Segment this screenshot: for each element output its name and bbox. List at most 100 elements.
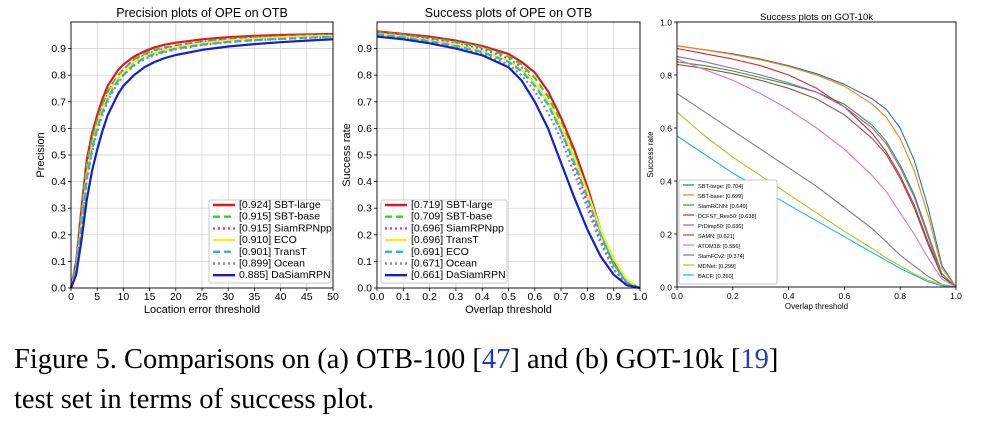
- y-tick-label: 0.6: [51, 123, 66, 135]
- legend-label-6: ATOM18: [0.556]: [698, 244, 741, 250]
- x-tick-label: 50: [327, 291, 339, 303]
- x-axis-label: Overlap threshold: [785, 302, 848, 311]
- y-tick-label: 0.8: [357, 70, 372, 82]
- y-tick-label: 0.5: [51, 150, 66, 162]
- y-tick-label: 0.1: [357, 256, 372, 268]
- caption-text-c: ]: [768, 344, 779, 375]
- x-tick-label: 20: [170, 291, 182, 303]
- y-tick-label: 0.4: [660, 177, 672, 187]
- legend-label-3: DCFST_Res50: [0.638]: [698, 214, 757, 220]
- legend-label-0: [0.719] SBT-large: [411, 199, 493, 211]
- legend-box: [380, 199, 508, 284]
- legend-label-0: [0.924] SBT-large: [239, 199, 321, 211]
- got10k-success-chart: 0.0 0.2 0.4 0.6 0.8 1.0 0.0 0.2 0.4 0.6 0.8 1.0 Succ…: [646, 12, 962, 311]
- legend-label-2: [0.696] SiamRPNpp: [411, 222, 504, 234]
- legend-label-0: SBT-large: [0.704]: [698, 184, 744, 190]
- chart-title: Precision plots of OPE on OTB: [116, 6, 288, 20]
- x-tick-label: 0.6: [527, 291, 542, 303]
- series-line-3: [676, 47, 957, 288]
- y-tick-label: 0.0: [51, 283, 66, 295]
- y-tick-label: 0.0: [357, 283, 372, 295]
- legend-label-8: MDNet: [0.299]: [698, 264, 736, 270]
- caption-text-b: ] and (b) GOT-10k [: [510, 344, 741, 375]
- x-axis-label: Location error threshold: [144, 304, 260, 316]
- legend-label-5: [0.671] Ocean: [411, 258, 477, 270]
- legend-label-1: [0.709] SBT-base: [411, 211, 492, 223]
- series-line-8: [676, 111, 957, 288]
- otb-precision-chart: 0 5 10 15 20 25 30 35 40 45 50 0.0 0.1 0.2 0.3 0.4 0.5 0.…: [35, 6, 339, 316]
- series-line-1: [676, 45, 957, 288]
- legend-label-1: [0.915] SBT-base: [239, 211, 320, 223]
- x-tick-label: 30: [222, 291, 234, 303]
- legend-label-2: [0.915] SiamRPNpp: [239, 222, 332, 234]
- caption-line-2: test set in terms of success plot.: [14, 384, 375, 415]
- chart-title: Success plots of OPE on OTB: [425, 6, 592, 20]
- y-tick-label: 0.3: [51, 203, 66, 215]
- legend-label-5: [0.899] Ocean: [239, 258, 305, 270]
- y-tick-label: 0.7: [357, 96, 372, 108]
- series-line-5: [676, 63, 957, 288]
- y-tick-label: 0.6: [357, 123, 372, 135]
- y-tick-label: 0.0: [660, 283, 672, 293]
- legend-label-6: 0.885] DaSiamRPN: [239, 269, 331, 281]
- x-tick-label: 0.0: [671, 291, 683, 301]
- x-tick-label: 0.8: [580, 291, 595, 303]
- y-tick-label: 0.4: [357, 176, 372, 188]
- series-line-0: [69, 32, 334, 289]
- legend-label-4: [0.691] ECO: [411, 246, 469, 258]
- series-line-2: [376, 31, 641, 290]
- y-tick-label: 0.9: [357, 43, 372, 55]
- y-tick-label: 0.7: [51, 96, 66, 108]
- legend-label-3: [0.910] ECO: [239, 234, 297, 246]
- series-line-6: [69, 38, 334, 289]
- series-line-4: [676, 55, 957, 288]
- y-tick-label: 0.2: [357, 229, 372, 241]
- series-line-6: [376, 35, 641, 290]
- plot-frame: [676, 21, 957, 288]
- x-tick-label: 0: [68, 291, 74, 303]
- y-tick-label: 0.4: [51, 176, 66, 188]
- series-line-0: [676, 45, 957, 288]
- x-tick-label: 45: [301, 291, 313, 303]
- x-tick-label: 1.0: [950, 291, 962, 301]
- series-line-5: [69, 36, 334, 289]
- figure-canvas: 0 5 10 15 20 25 30 35 40 45 50 0.0 0.1 0.2 0.3 0.4 0.5 0.…: [35, 6, 962, 316]
- legend-label-6: [0.661] DaSiamRPN: [411, 269, 506, 281]
- legend-label-1: SBT-base: [0.699]: [698, 194, 743, 200]
- x-tick-label: 0.8: [894, 291, 906, 301]
- legend-label-2: SiamRCNN: [0.649]: [698, 204, 748, 210]
- y-tick-label: 0.2: [660, 230, 672, 240]
- figure-caption: Figure 5. Comparisons on (a) OTB-100 [47…: [14, 340, 980, 420]
- x-tick-label: 40: [275, 291, 287, 303]
- series-line-2: [676, 61, 957, 288]
- citation-link-19[interactable]: 19: [740, 344, 769, 375]
- x-tick-label: 10: [118, 291, 130, 303]
- y-tick-label: 0.1: [51, 256, 66, 268]
- chart-title: Success plots on GOT-10k: [760, 12, 873, 23]
- x-tick-label: 0.2: [422, 291, 437, 303]
- x-axis-label: Overlap threshold: [465, 304, 552, 316]
- legend-label-5: SAMN: [0.621]: [698, 234, 735, 240]
- legend-box: [208, 199, 332, 284]
- y-tick-label: 1.0: [660, 18, 672, 28]
- caption-text-a: Figure 5. Comparisons on (a) OTB-100 [: [14, 344, 482, 375]
- y-axis-label: Precision: [35, 132, 47, 177]
- otb-success-chart: 0.0 0.1 0.2 0.3 0.4 0.5 0.6 0.7 0.8 0.9 1.0 0.0 0.1 0…: [341, 6, 647, 316]
- x-tick-label: 5: [94, 291, 100, 303]
- x-tick-label: 0.1: [396, 291, 411, 303]
- y-tick-label: 0.2: [51, 229, 66, 241]
- y-axis-label: Success rate: [646, 131, 655, 178]
- y-tick-label: 0.8: [51, 70, 66, 82]
- x-tick-label: 35: [249, 291, 261, 303]
- y-tick-label: 0.5: [357, 150, 372, 162]
- x-tick-label: 0.4: [475, 291, 490, 303]
- y-tick-label: 0.8: [660, 71, 672, 81]
- x-tick-label: 25: [196, 291, 208, 303]
- series-line-9: [676, 135, 957, 288]
- citation-link-47[interactable]: 47: [481, 344, 511, 375]
- x-tick-label: 15: [144, 291, 156, 303]
- series-line-5: [376, 34, 641, 290]
- x-tick-label: 0.6: [838, 291, 850, 301]
- x-tick-label: 0.2: [727, 291, 739, 301]
- y-tick-label: 0.9: [51, 43, 66, 55]
